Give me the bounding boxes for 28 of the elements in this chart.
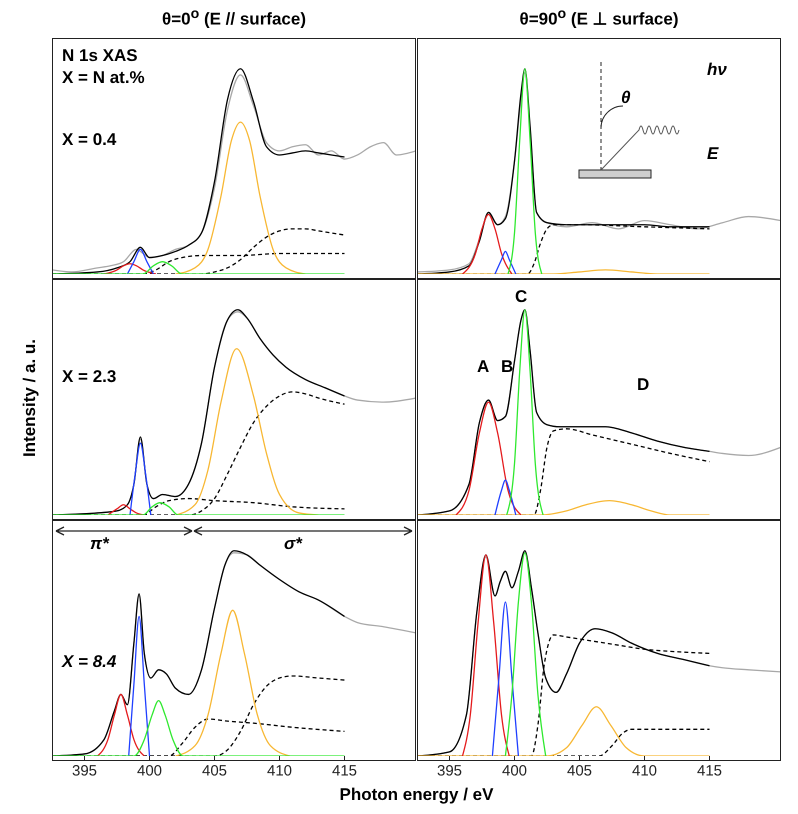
x-axis-title: Photon energy / eV (338, 785, 494, 805)
text: C (515, 287, 528, 307)
x-tick-label: 400 (136, 762, 162, 780)
annotation: hν (707, 60, 727, 80)
annotation: B (501, 357, 514, 377)
annotation: X = 8.4 (62, 652, 116, 672)
x-tick-label: 410 (632, 762, 658, 780)
chart-title: θ=90$^{o}$ (E ⊥ surface) (518, 6, 680, 30)
annotation: D (637, 375, 650, 395)
chart-title: θ=0$^{o}$ (E // surface) (161, 6, 307, 30)
x-tick-label: 415 (332, 762, 358, 780)
annotation: π* (90, 534, 109, 554)
x-tick-label: 405 (566, 762, 592, 780)
y-axis-title: Intensity / a. u. (20, 337, 40, 459)
x-tick-label: 395 (72, 762, 98, 780)
x-tick-label: 415 (696, 762, 722, 780)
annotation: X = 0.4 (62, 130, 116, 150)
x-tick-label: 405 (202, 762, 228, 780)
annotation: σ* (284, 534, 302, 554)
annotation: E (707, 144, 718, 164)
annotation: X = 2.3 (62, 367, 116, 387)
text: N 1s XAS (62, 46, 138, 66)
x-tick-label: 410 (266, 762, 292, 780)
annotation: A (477, 357, 490, 377)
x-tick-label: 395 (436, 762, 462, 780)
annotation: X = N at.% (62, 68, 145, 88)
x-tick-label: 400 (502, 762, 528, 780)
annotation: θ (621, 88, 630, 108)
